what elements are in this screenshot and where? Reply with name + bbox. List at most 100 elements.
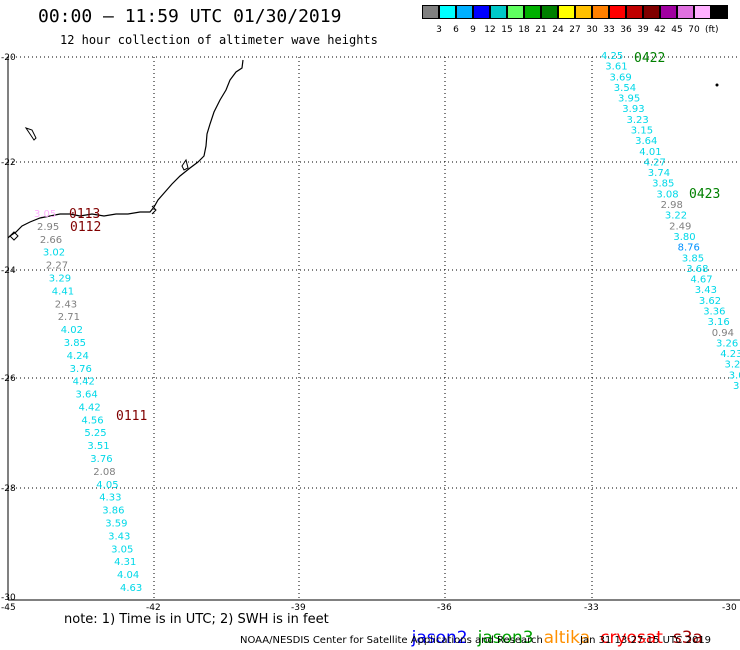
wave-height-obs-left: 3.76 bbox=[90, 454, 112, 465]
wave-height-obs-right: 3.15 bbox=[631, 126, 653, 137]
scale-swatch bbox=[558, 5, 575, 19]
wave-height-obs-right: 3.08 bbox=[656, 189, 678, 200]
satellite-altika: altika bbox=[543, 628, 591, 648]
wave-height-obs-right: 8.76 bbox=[678, 243, 700, 254]
scale-tick-label: 21 bbox=[535, 25, 547, 35]
wave-height-obs-right: 2.49 bbox=[669, 221, 691, 232]
coastline bbox=[7, 59, 244, 239]
lat-label-28: -28 bbox=[1, 484, 16, 494]
wave-height-obs-right: 3.85 bbox=[682, 253, 704, 264]
satellite-legend: jason2 jason3 altika cryosat s3a bbox=[390, 608, 713, 650]
scale-tick-label: 39 bbox=[637, 25, 649, 35]
scale-swatch bbox=[677, 5, 694, 19]
wave-height-obs-right: 4.01 bbox=[639, 147, 661, 158]
wave-height-obs-left: 4.33 bbox=[99, 493, 121, 504]
lat-label-20: -20 bbox=[1, 53, 16, 63]
wave-height-obs-left: 3.43 bbox=[108, 531, 130, 542]
scale-swatch bbox=[643, 5, 660, 19]
coastline-detail bbox=[9, 127, 189, 241]
lat-label-26: -26 bbox=[1, 374, 16, 384]
wave-height-obs-left: 4.56 bbox=[81, 415, 103, 426]
generation-timestamp: Jan 31 13:27:15 UTC 2019 bbox=[580, 635, 712, 646]
scale-swatch bbox=[694, 5, 711, 19]
wave-height-obs-left: 2.08 bbox=[93, 467, 115, 478]
scale-tick-label: 33 bbox=[603, 25, 615, 35]
scale-swatch bbox=[711, 5, 728, 19]
wave-height-obs-right: 3.85 bbox=[652, 179, 674, 190]
scale-swatch bbox=[490, 5, 507, 19]
satellite-s3a: s3a bbox=[672, 628, 703, 648]
lon-label-45: -45 bbox=[1, 603, 16, 613]
scale-swatch bbox=[575, 5, 592, 19]
scale-swatch bbox=[626, 5, 643, 19]
scale-swatch bbox=[422, 5, 439, 19]
wave-height-obs-right: 3.24 bbox=[725, 360, 740, 371]
pass-label-0423: 0423 bbox=[689, 187, 720, 202]
scale-tick-label: 42 bbox=[654, 25, 666, 35]
wave-height-obs-right: 3.06 bbox=[729, 370, 740, 381]
wave-height-obs-left: 3.29 bbox=[49, 274, 71, 285]
map-title: 00:00 – 11:59 UTC 01/30/2019 bbox=[38, 6, 342, 27]
wave-height-obs-right: 3.36 bbox=[703, 307, 725, 318]
pass-label-0422: 0422 bbox=[634, 51, 665, 66]
scale-tick-label: 18 bbox=[518, 25, 530, 35]
wave-height-obs-right: 3.23 bbox=[627, 115, 649, 126]
wave-height-obs-right: 3.64 bbox=[635, 136, 657, 147]
scale-tick-label: 45 bbox=[671, 25, 683, 35]
wave-height-obs-left: 2.66 bbox=[40, 235, 62, 246]
wave-height-obs-right: 3.37 bbox=[733, 381, 740, 392]
wave-height-obs-right: 3.95 bbox=[618, 94, 640, 105]
wave-height-obs-right: 3.26 bbox=[716, 338, 738, 349]
satellite-cryosat: cryosat bbox=[600, 628, 663, 648]
lon-label-30: -30 bbox=[722, 603, 737, 613]
wave-height-obs-right: 4.23 bbox=[720, 349, 740, 360]
wave-height-obs-left: 3.76 bbox=[70, 364, 92, 375]
track-right-observations: 4.253.613.693.543.953.933.233.153.644.01… bbox=[601, 51, 740, 392]
scale-swatch bbox=[456, 5, 473, 19]
scale-swatch bbox=[592, 5, 609, 19]
wave-height-obs-left: 2.27 bbox=[46, 261, 68, 272]
wave-height-obs-left: 2.43 bbox=[55, 299, 77, 310]
wave-height-obs-right: 3.61 bbox=[605, 62, 627, 73]
wave-height-obs-right: 3.93 bbox=[622, 104, 644, 115]
scale-tick-label: 70 bbox=[688, 25, 700, 35]
lon-label-33: -33 bbox=[584, 603, 599, 613]
wave-height-obs-right: 4.27 bbox=[644, 158, 666, 169]
scale-tick-label: 36 bbox=[620, 25, 632, 35]
lat-label-22: -22 bbox=[1, 158, 16, 168]
lat-label-24: -24 bbox=[1, 266, 16, 276]
wave-height-obs-left: 3.02 bbox=[43, 248, 65, 259]
scale-swatch bbox=[473, 5, 490, 19]
wave-height-obs-left: 2.95 bbox=[37, 222, 59, 233]
wave-height-obs-left: 3.51 bbox=[87, 441, 109, 452]
credit-line: NOAA/NESDIS Center for Satellite Applica… bbox=[240, 635, 543, 646]
wave-height-obs-left: 3.05 bbox=[111, 544, 133, 555]
track-left-observations: 3.05 2.95 2.66 3.02 2.27 3.294.41 2.43 2.71 4.02… bbox=[34, 209, 142, 594]
scale-tick-label: 12 bbox=[484, 25, 496, 35]
lat-label-30: -30 bbox=[1, 593, 16, 603]
wave-height-obs-right: 3.80 bbox=[673, 232, 695, 243]
wave-height-obs-left: 3.85 bbox=[64, 338, 86, 349]
map-subtitle: 12 hour collection of altimeter wave hei… bbox=[60, 33, 378, 47]
scale-tick-label: 9 bbox=[470, 25, 476, 35]
wave-height-obs-right: 3.16 bbox=[708, 317, 730, 328]
wave-height-obs-left: 3.59 bbox=[105, 519, 127, 530]
scale-swatch bbox=[660, 5, 677, 19]
wave-height-obs-left: 4.02 bbox=[61, 325, 83, 336]
lon-label-36: -36 bbox=[437, 603, 452, 613]
wave-height-obs-left: 3.05 bbox=[34, 209, 56, 220]
footer-note: note: 1) Time is in UTC; 2) SWH is in fe… bbox=[64, 612, 329, 627]
wave-height-obs-left: 3.64 bbox=[76, 390, 98, 401]
gridlines bbox=[8, 56, 740, 600]
satellite-jason3: jason3 bbox=[477, 628, 534, 648]
wave-height-obs-right: 0.94 bbox=[712, 328, 734, 339]
wave-height-obs-left: 5.25 bbox=[84, 428, 106, 439]
wave-height-obs-left: 4.24 bbox=[67, 351, 89, 362]
wave-height-obs-right: 3.69 bbox=[610, 72, 632, 83]
wave-height-obs-left: 4.05 bbox=[96, 480, 118, 491]
satellite-jason2: jason2 bbox=[411, 628, 468, 648]
scale-tick-label: 24 bbox=[552, 25, 564, 35]
scale-swatch bbox=[524, 5, 541, 19]
wave-height-obs-right: 4.67 bbox=[690, 275, 712, 286]
